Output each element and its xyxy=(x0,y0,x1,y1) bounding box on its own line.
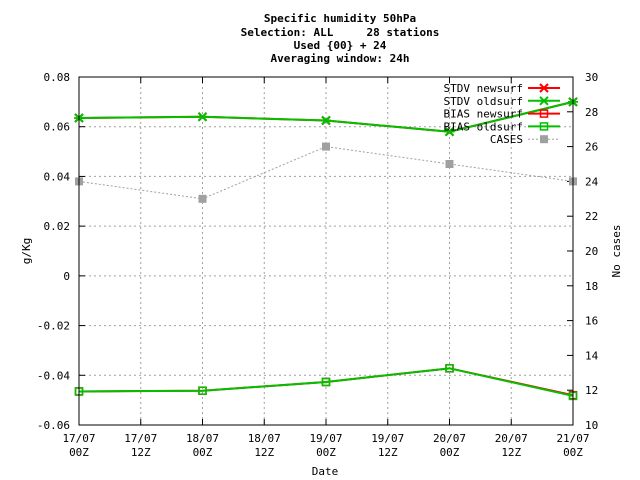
y2-tick-label: 26 xyxy=(585,141,598,154)
legend-label: STDV oldsurf xyxy=(444,95,523,108)
title-line-4: Averaging window: 24h xyxy=(270,52,409,65)
y2-tick-label: 28 xyxy=(585,106,598,119)
x-tick-label-date: 20/07 xyxy=(433,432,466,445)
title-line-3: Used {00} + 24 xyxy=(294,39,387,52)
x-tick-label-hour: 12Z xyxy=(501,446,521,459)
plot-frame xyxy=(78,76,574,426)
x-tick-label-hour: 00Z xyxy=(69,446,89,459)
x-tick-label-date: 19/07 xyxy=(371,432,404,445)
x-tick-label-date: 19/07 xyxy=(309,432,342,445)
legend-marker xyxy=(539,109,549,118)
y-tick-label: -0.02 xyxy=(37,320,70,333)
data-point xyxy=(198,194,207,203)
x-tick-label-date: 17/07 xyxy=(62,432,95,445)
y-tick-label: -0.04 xyxy=(37,369,70,382)
legend-marker xyxy=(539,122,549,131)
data-point xyxy=(322,142,330,151)
y2-tick-label: 14 xyxy=(585,349,599,362)
y2-tick-label: 20 xyxy=(585,245,598,258)
y2-tick-label: 16 xyxy=(585,315,598,328)
series-line xyxy=(78,146,574,200)
y2-tick-label: 22 xyxy=(585,210,598,223)
y-tick-label: 0.02 xyxy=(44,220,71,233)
y2-axis: 10 12 14 16 18 20 22 24 26 28 30 xyxy=(567,71,599,432)
x-tick-label-hour: 00Z xyxy=(440,446,460,459)
y-tick-label: 0.04 xyxy=(44,170,71,183)
x-tick-label-hour: 00Z xyxy=(316,446,336,459)
legend-marker xyxy=(540,135,548,144)
y-axis: -0.06 -0.04 -0.02 0 0.02 0.04 0.06 0.08 xyxy=(37,71,85,432)
data-point xyxy=(321,377,331,387)
data-point xyxy=(198,386,207,395)
y-tick-label: -0.06 xyxy=(37,419,70,432)
series-bias-oldsurf xyxy=(74,364,578,401)
y-tick-label: 0 xyxy=(63,270,70,283)
y-axis-label: g/Kg xyxy=(20,238,33,265)
x-tick-label-hour: 12Z xyxy=(254,446,274,459)
y2-axis-label: No cases xyxy=(610,225,623,278)
x-tick-label-date: 18/07 xyxy=(248,432,281,445)
y2-tick-label: 24 xyxy=(585,175,599,188)
data-point xyxy=(445,160,454,168)
x-tick-label-date: 20/07 xyxy=(495,432,528,445)
legend-label: CASES xyxy=(490,133,523,146)
x-tick-label-date: 17/07 xyxy=(124,432,157,445)
data-point xyxy=(445,364,454,373)
legend-label: BIAS oldsurf xyxy=(444,120,523,133)
x-tick-label-hour: 12Z xyxy=(131,446,151,459)
legend-label: STDV newsurf xyxy=(444,82,523,95)
legend-label: BIAS newsurf xyxy=(444,108,523,121)
y-tick-label: 0.08 xyxy=(44,71,71,84)
y2-tick-label: 10 xyxy=(585,419,598,432)
y2-tick-label: 12 xyxy=(585,384,598,397)
x-tick-label-hour: 12Z xyxy=(378,446,398,459)
title-line-2: Selection: ALL 28 stations xyxy=(241,26,440,39)
y2-tick-label: 30 xyxy=(585,71,598,84)
grid xyxy=(79,77,573,425)
chart-title: Specific humidity 50hPa Selection: ALL 2… xyxy=(241,12,440,65)
y-tick-label: 0.06 xyxy=(44,121,71,134)
x-tick-label-hour: 00Z xyxy=(193,446,213,459)
x-tick-label-date: 21/07 xyxy=(556,432,589,445)
x-tick-label-hour: 00Z xyxy=(563,446,583,459)
y2-tick-label: 18 xyxy=(585,280,598,293)
x-axis: 17/0700Z17/0712Z18/0700Z18/0712Z19/0700Z… xyxy=(62,77,590,459)
title-line-1: Specific humidity 50hPa xyxy=(264,12,416,25)
series-line xyxy=(78,367,574,397)
x-axis-label: Date xyxy=(312,465,339,478)
x-tick-label-date: 18/07 xyxy=(186,432,219,445)
